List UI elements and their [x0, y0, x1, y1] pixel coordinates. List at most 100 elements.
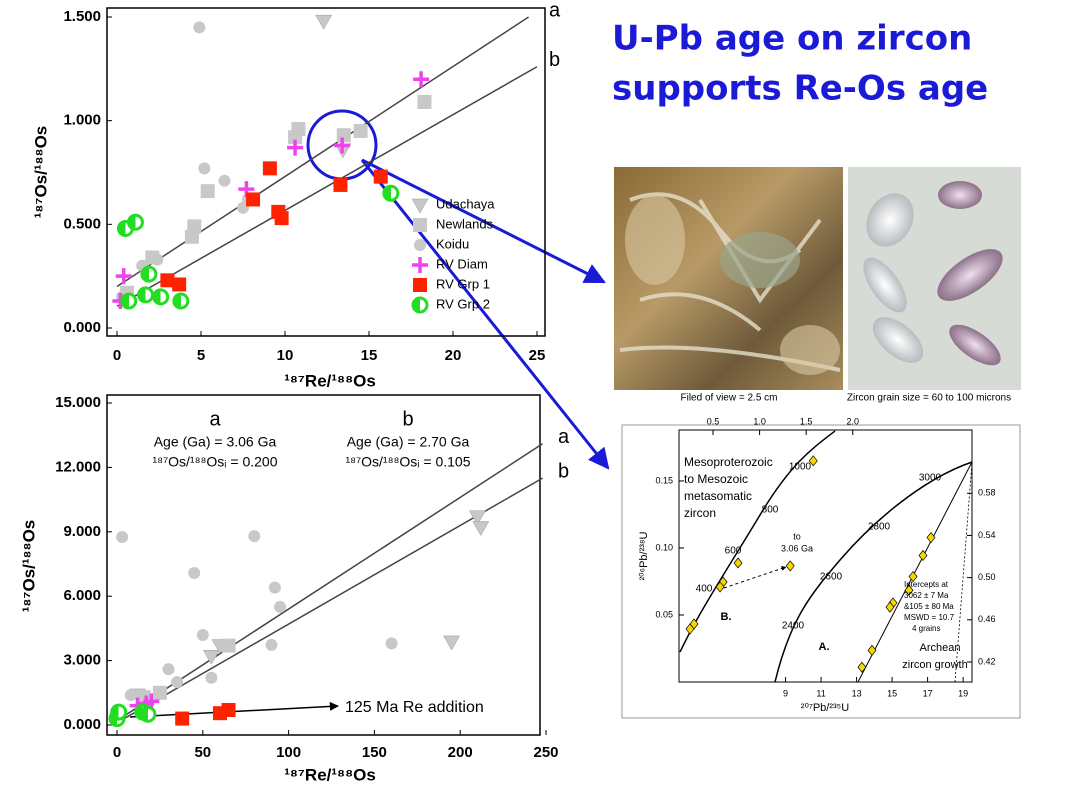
- point: [918, 549, 928, 562]
- x-tick-label: 10: [277, 347, 294, 364]
- point: [353, 124, 368, 139]
- annotation: to: [793, 531, 801, 541]
- point: [248, 530, 261, 543]
- annotation: MSWD = 10.7: [904, 613, 955, 622]
- annotation: &105 ± 80 Ma: [904, 602, 954, 611]
- point: [175, 711, 190, 726]
- annotation: 2600: [820, 572, 843, 583]
- isochron-line: [116, 66, 538, 307]
- photo-caption: Filed of view = 2.5 cm: [681, 393, 778, 404]
- point: [221, 702, 236, 717]
- legend-label: Koidu: [436, 236, 469, 251]
- plot-frame: [106, 7, 546, 337]
- isochron-line: [116, 443, 543, 722]
- point: [382, 184, 400, 202]
- point: [205, 671, 218, 684]
- annotation: 4 grains: [912, 624, 940, 633]
- point: [333, 177, 348, 192]
- y-tick-label: 0.15: [655, 475, 673, 485]
- point: [443, 635, 461, 651]
- x-tick-label: 1.0: [753, 416, 766, 426]
- point: [867, 644, 877, 656]
- point: [172, 292, 190, 310]
- point: [193, 21, 206, 34]
- point: [685, 623, 695, 635]
- point: [336, 128, 351, 143]
- annotation: Age (Ga) = 3.06 Ga: [154, 434, 277, 450]
- point: [152, 288, 170, 306]
- annotation: zircon growth: [902, 659, 967, 671]
- point: [187, 219, 202, 234]
- line-label: a: [549, 0, 561, 21]
- point: [274, 211, 289, 226]
- point: [171, 676, 184, 689]
- point: [904, 584, 914, 596]
- annotation: ¹⁸⁷Os/¹⁸⁸Osᵢ = 0.200: [153, 454, 278, 470]
- y-axis-label: ²⁰⁶Pb/²³⁸U: [638, 531, 650, 580]
- point: [110, 703, 128, 721]
- y-tick-label: 9.000: [63, 523, 101, 540]
- y-axis-label: ¹⁸⁷Os/¹⁸⁸Os: [31, 126, 50, 219]
- pointer-arrow: [361, 158, 606, 284]
- legend-label: RV Diam: [436, 256, 488, 271]
- point: [413, 71, 430, 88]
- annotation: 2800: [868, 522, 891, 533]
- x-tick-label: 19: [958, 688, 968, 698]
- legend-label: Newlands: [436, 216, 494, 231]
- point: [385, 637, 398, 650]
- point: [265, 638, 278, 651]
- point: [468, 510, 486, 526]
- y-tick-label: 0.42: [978, 656, 996, 666]
- x-tick-label: 0: [113, 347, 121, 364]
- point: [417, 95, 432, 110]
- point: [152, 685, 167, 700]
- legend-label: RV Grp 1: [436, 276, 490, 291]
- legend-marker: [411, 296, 429, 314]
- point: [373, 169, 388, 184]
- point: [472, 521, 490, 537]
- point: [715, 581, 725, 593]
- legend-marker: [412, 257, 428, 273]
- point: [857, 661, 867, 673]
- point: [116, 530, 129, 543]
- x-tick-label: 1.5: [800, 416, 813, 426]
- point: [287, 139, 304, 156]
- x-tick-label: 0.5: [707, 416, 720, 426]
- annotation: 600: [725, 546, 742, 557]
- annotation: Age (Ga) = 2.70 Ga: [347, 434, 470, 450]
- point: [733, 557, 743, 569]
- x-tick-label: 13: [852, 688, 862, 698]
- point: [140, 265, 158, 283]
- x-tick-label: 100: [276, 744, 301, 761]
- annotation: 3000: [919, 473, 942, 484]
- pointer-arrow: [360, 159, 610, 470]
- legend-marker: [413, 218, 427, 232]
- point: [126, 213, 144, 231]
- annotation: Mesoproterozoic: [684, 455, 773, 469]
- annotation: ¹⁸⁷Os/¹⁸⁸Osᵢ = 0.105: [346, 454, 471, 470]
- point: [885, 601, 895, 613]
- annotation: Archean: [920, 642, 961, 654]
- annotation: zircon: [684, 506, 716, 520]
- point: [926, 531, 936, 544]
- annotation: 2400: [782, 621, 805, 632]
- legend-label: Udachaya: [436, 196, 495, 211]
- x-tick-label: 17: [923, 688, 933, 698]
- x-tick-label: 15: [887, 688, 897, 698]
- point: [268, 581, 281, 594]
- line-label: a: [558, 426, 570, 448]
- legend-marker: [413, 278, 427, 292]
- point: [908, 571, 918, 583]
- y-tick-label: 12.000: [55, 458, 101, 475]
- x-tick-label: 11: [816, 688, 825, 698]
- point: [115, 268, 132, 285]
- point: [808, 455, 818, 467]
- point: [200, 184, 215, 199]
- x-tick-label: 15: [361, 347, 378, 364]
- photo-rock: [614, 167, 843, 390]
- point: [202, 650, 220, 665]
- point: [262, 161, 277, 176]
- point: [172, 277, 187, 292]
